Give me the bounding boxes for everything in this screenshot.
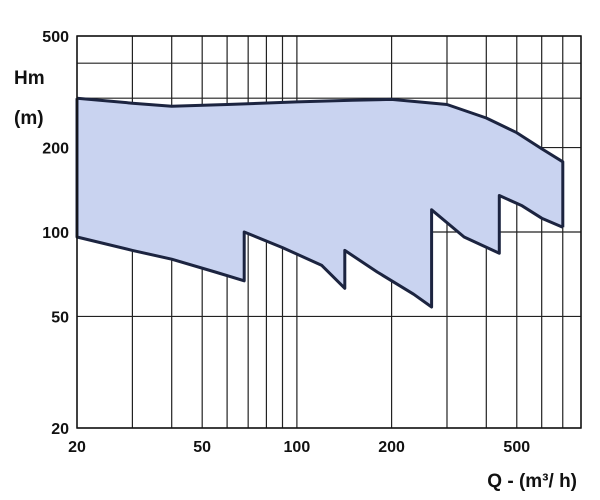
x-tick-label: 100 xyxy=(284,439,311,456)
y-axis-label-unit-name: Hm xyxy=(14,68,45,89)
y-tick-labels: 20 50 100 200 500 xyxy=(42,29,69,438)
plot-frame xyxy=(76,35,582,429)
y-tick-label: 100 xyxy=(42,225,69,242)
y-tick-label: 200 xyxy=(42,141,69,158)
x-tick-labels: 20 50 100 200 500 xyxy=(68,439,530,456)
x-tick-label: 500 xyxy=(503,439,530,456)
y-axis-label-unit: (m) xyxy=(14,108,44,129)
x-tick-label: 200 xyxy=(378,439,405,456)
x-tick-label: 20 xyxy=(68,439,86,456)
upper-boundary-line xyxy=(76,96,565,228)
x-tick-label: 50 xyxy=(193,439,211,456)
performance-area xyxy=(77,98,563,307)
lower-boundary-line xyxy=(75,98,564,309)
y-tick-label: 50 xyxy=(51,309,69,326)
y-tick-label: 500 xyxy=(42,29,69,46)
y-tick-label: 20 xyxy=(51,421,69,438)
x-axis-label: Q - (m³/ h) xyxy=(487,471,577,492)
